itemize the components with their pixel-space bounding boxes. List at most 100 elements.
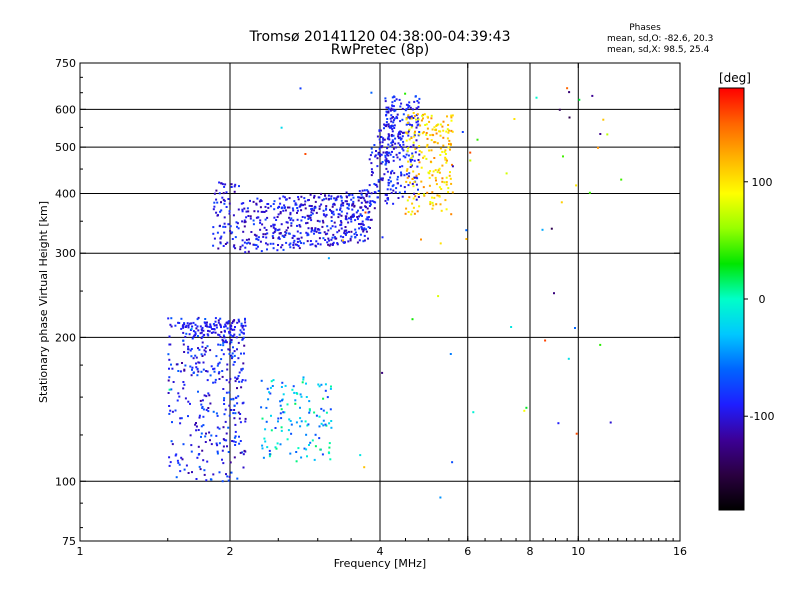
echo-point xyxy=(272,232,275,235)
echo-point xyxy=(338,213,341,216)
echo-point xyxy=(369,203,372,206)
echo-point xyxy=(325,213,328,216)
echo-point xyxy=(342,236,345,239)
echo-point xyxy=(195,327,198,330)
echo-point xyxy=(225,321,228,324)
echo-point xyxy=(406,176,409,179)
echo-point xyxy=(597,146,599,149)
echo-point xyxy=(415,139,418,142)
echo-point xyxy=(302,376,305,379)
echo-point xyxy=(326,396,329,399)
echo-point xyxy=(239,329,242,332)
echo-point xyxy=(399,144,401,147)
echo-point xyxy=(183,383,186,386)
echo-point xyxy=(380,153,383,156)
echo-point xyxy=(441,150,444,153)
echo-point xyxy=(451,165,454,168)
echo-point xyxy=(325,424,328,427)
echo-point xyxy=(386,137,389,140)
echo-point xyxy=(225,379,228,382)
echo-point xyxy=(354,219,357,222)
echo-point xyxy=(229,377,232,380)
echo-point xyxy=(410,117,413,120)
echo-point xyxy=(387,125,390,128)
echo-point xyxy=(209,324,212,327)
echo-point xyxy=(296,240,299,243)
echo-point xyxy=(192,372,195,374)
echo-point xyxy=(333,236,336,239)
echo-point xyxy=(383,127,385,130)
echo-point xyxy=(245,216,248,219)
echo-point xyxy=(185,464,188,467)
echo-point xyxy=(168,456,171,459)
echo-point xyxy=(225,341,228,344)
echo-point xyxy=(334,225,337,228)
echo-point xyxy=(213,205,216,208)
echo-point xyxy=(327,237,330,240)
echo-point xyxy=(429,203,432,206)
echo-point xyxy=(450,119,453,122)
echo-point xyxy=(451,130,454,133)
echo-point xyxy=(310,205,313,207)
echo-point xyxy=(395,115,398,118)
echo-point xyxy=(233,409,236,411)
echo-point xyxy=(409,123,411,126)
echo-point xyxy=(194,423,197,426)
echo-point xyxy=(204,435,207,438)
echo-point xyxy=(410,157,413,159)
echo-point xyxy=(390,180,392,183)
echo-point xyxy=(230,341,233,344)
echo-point xyxy=(351,216,354,218)
echo-point xyxy=(411,124,413,127)
echo-point xyxy=(353,233,356,236)
echo-point xyxy=(392,108,395,111)
echo-point xyxy=(299,425,302,428)
echo-point xyxy=(309,216,312,219)
echo-point xyxy=(407,106,410,109)
echo-point xyxy=(296,392,299,395)
echo-point xyxy=(183,322,186,325)
echo-point xyxy=(168,464,171,467)
echo-point xyxy=(199,325,202,328)
echo-point xyxy=(513,118,516,120)
echo-point xyxy=(239,248,242,251)
echo-point xyxy=(305,448,308,451)
echo-point xyxy=(317,383,320,386)
echo-point xyxy=(218,334,221,337)
echo-point xyxy=(169,409,172,412)
echo-point xyxy=(376,135,379,138)
echo-point xyxy=(327,243,330,246)
echo-point xyxy=(271,235,274,238)
echo-point xyxy=(368,158,371,161)
echo-point xyxy=(340,221,343,224)
echo-point xyxy=(245,238,248,241)
echo-point xyxy=(320,203,323,206)
echo-point xyxy=(415,121,418,124)
echo-point xyxy=(239,413,242,415)
echo-point xyxy=(398,132,401,134)
echo-point xyxy=(380,146,383,149)
echo-point xyxy=(426,143,429,146)
echo-point xyxy=(450,114,453,117)
echo-point xyxy=(321,225,324,228)
echo-point xyxy=(238,417,241,420)
echo-point xyxy=(392,116,394,118)
echo-point xyxy=(212,473,215,476)
echo-point xyxy=(345,215,348,218)
echo-point xyxy=(427,171,430,174)
echo-point xyxy=(281,234,284,237)
echo-point xyxy=(449,177,452,180)
echo-point xyxy=(208,326,211,328)
echo-point xyxy=(599,343,602,346)
echo-point xyxy=(215,198,218,201)
echo-point xyxy=(267,398,270,401)
echo-point xyxy=(278,232,281,235)
echo-point xyxy=(324,233,327,236)
echo-point xyxy=(308,204,311,207)
echo-point xyxy=(442,136,445,139)
echo-point xyxy=(352,202,355,205)
echo-point xyxy=(304,200,307,203)
echo-point xyxy=(180,327,183,330)
echo-point xyxy=(359,233,362,236)
echo-point xyxy=(283,207,286,209)
